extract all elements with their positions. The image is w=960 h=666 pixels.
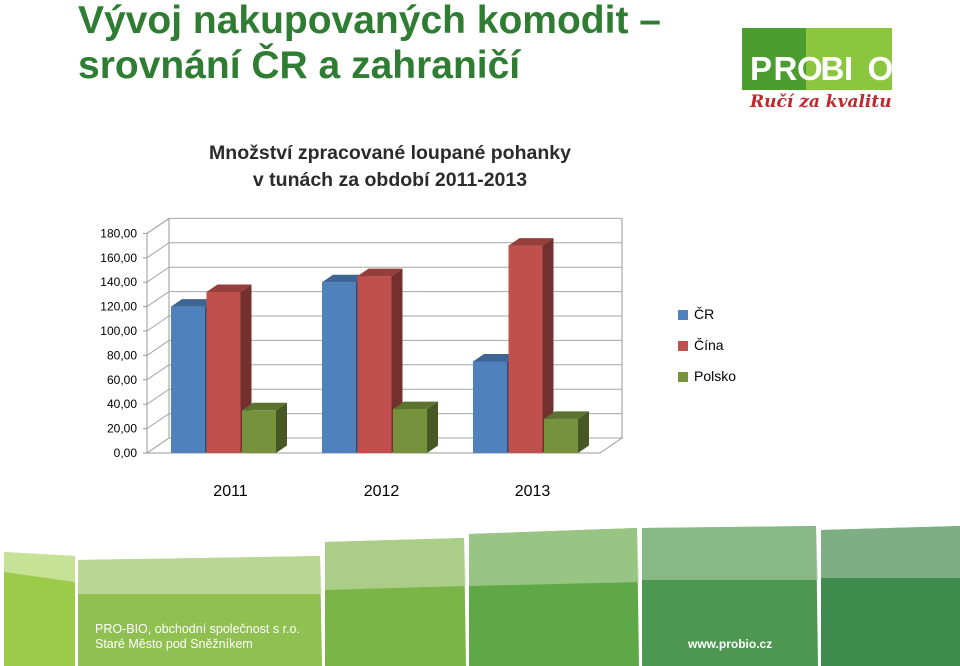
logo-letters: P R OB I O	[750, 50, 893, 87]
footer-highlight	[642, 526, 818, 580]
chart-title-line-2: v tunách za období 2011-2013	[252, 169, 528, 191]
y-tick-label: 0,00	[114, 446, 138, 460]
slide-title-line-1: Vývoj nakupovaných komodit –	[78, 0, 661, 42]
y-tick-label: 80,00	[107, 348, 137, 362]
bar	[357, 268, 403, 453]
footer-panel	[4, 552, 75, 666]
bar-side	[276, 402, 287, 453]
y-tick-label: 140,00	[100, 275, 137, 289]
bar	[242, 402, 287, 453]
gridline	[146, 388, 622, 405]
bar	[544, 411, 589, 453]
logo-tab-1	[760, 28, 782, 30]
logo-letter: R	[774, 50, 798, 87]
x-tick-label: 2012	[364, 483, 400, 500]
bar	[393, 401, 438, 453]
bar-front	[171, 306, 205, 453]
slide-title-line-2: srovnání ČR a zahraničí	[78, 44, 521, 87]
chart-canvas: 0,00 20,00 40,00 60,00 80,00 100,00 120,00 140,…	[100, 217, 624, 500]
gridline	[146, 315, 622, 332]
bar-top	[171, 299, 216, 307]
legend-label: Polsko	[694, 368, 737, 384]
footer-band	[0, 520, 960, 666]
bar-front	[206, 291, 241, 453]
legend-swatch	[678, 372, 688, 382]
logo-tagline: Ručí za kvalitu	[749, 92, 892, 112]
footer-city: Staré Město pod Sněžníkem	[95, 637, 253, 651]
bar-top	[206, 284, 252, 292]
bar-front	[544, 418, 578, 453]
chart-title: Množství zpracované loupané pohanky v tu…	[170, 140, 610, 194]
footer-company: PRO-BIO, obchodní společnost s r.o.	[95, 622, 300, 636]
x-tick-label: 2013	[515, 483, 551, 500]
gridline	[146, 437, 622, 454]
footer-highlight	[469, 528, 639, 586]
bar-top	[473, 354, 518, 362]
footer-highlight	[78, 556, 322, 594]
probio-logo: P R OB I O Ručí za kvalitu	[742, 28, 893, 112]
y-tick-label: 60,00	[107, 373, 137, 387]
bar	[508, 238, 554, 453]
y-tick-label: 160,00	[100, 251, 137, 265]
bar-front	[473, 361, 507, 453]
bar-top	[508, 238, 554, 246]
logo-band-green	[742, 28, 806, 90]
gridline	[146, 339, 622, 356]
slide-title: Vývoj nakupovaných komodit – srovnání ČR…	[78, 0, 661, 88]
bar-front	[393, 409, 427, 453]
bar-top	[322, 274, 367, 283]
logo-letter: P	[750, 50, 772, 87]
y-tick-label: 20,00	[107, 422, 137, 436]
gridline	[146, 242, 622, 259]
bar-top	[357, 268, 403, 277]
y-tick-label: 40,00	[107, 397, 137, 411]
footer-highlight	[325, 538, 466, 590]
logo-letter: I	[844, 50, 853, 87]
logo-letter: O	[868, 50, 894, 87]
bar-top	[393, 401, 438, 410]
gridline	[146, 217, 622, 234]
bar-front	[322, 282, 356, 453]
bar-side	[578, 411, 589, 453]
x-tick-label: 2011	[213, 483, 248, 500]
legend-swatch	[678, 341, 688, 351]
gridline	[146, 364, 622, 381]
legend-swatch	[678, 310, 688, 320]
gridline	[146, 413, 622, 430]
bar-side	[427, 401, 438, 453]
footer-website-link[interactable]: www.probio.cz	[688, 637, 773, 651]
gridline	[146, 291, 622, 308]
legend-label: Čína	[694, 337, 724, 353]
bar-top	[242, 402, 287, 411]
chart-title-line-1: Množství zpracované loupané pohanky	[209, 142, 571, 164]
logo-letter: B	[821, 50, 845, 87]
logo-tab-2	[840, 28, 862, 30]
bar-top	[544, 411, 589, 419]
logo-letter: O	[797, 50, 823, 87]
y-tick-label: 100,00	[100, 324, 137, 338]
y-tick-label: 180,00	[100, 226, 137, 240]
y-tick-label: 120,00	[100, 300, 137, 314]
footer-highlight	[821, 526, 960, 578]
legend-label: ČR	[694, 306, 715, 322]
logo-band-light-green	[806, 28, 892, 90]
bar-front	[242, 410, 276, 453]
gridline	[146, 266, 622, 283]
bar-front	[508, 245, 543, 453]
bar-side	[542, 238, 554, 453]
footer-highlight	[4, 552, 75, 582]
bar-front	[357, 276, 392, 453]
